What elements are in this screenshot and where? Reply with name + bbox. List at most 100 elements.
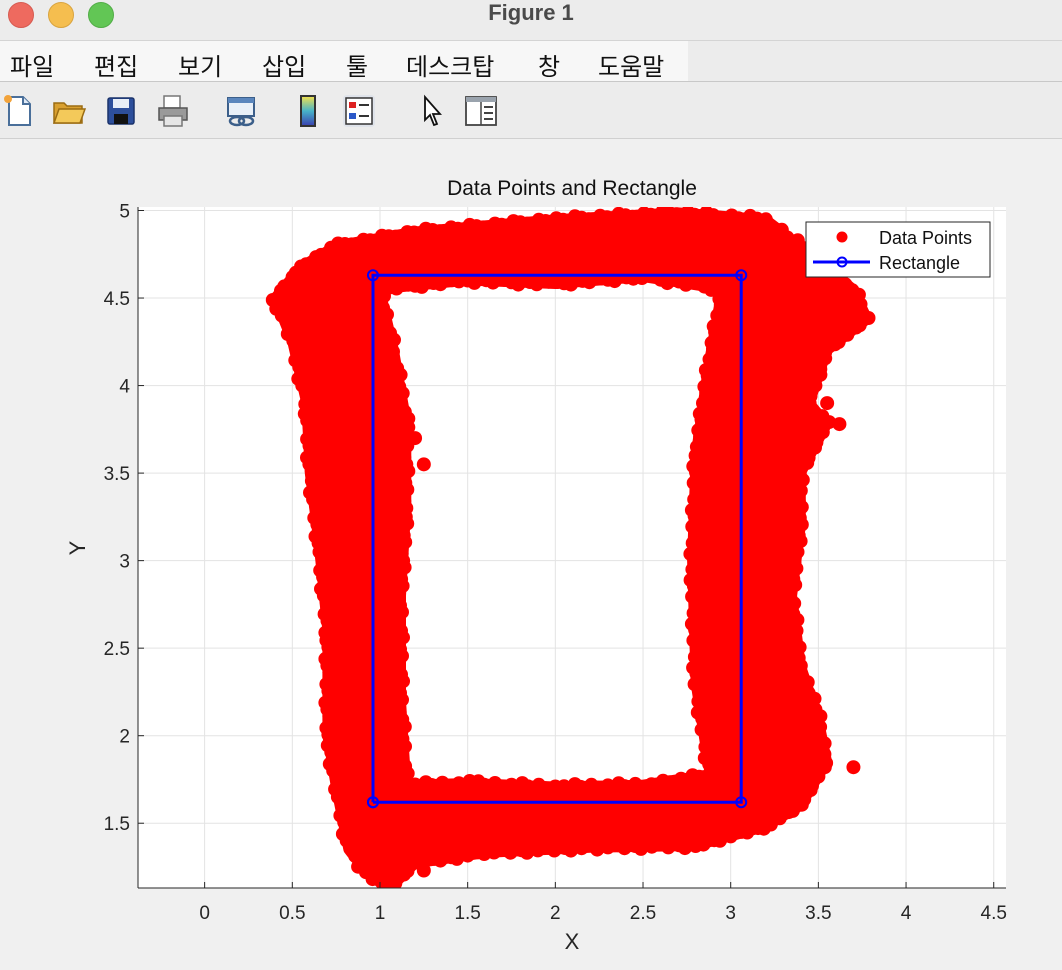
data-point [558,841,573,855]
data-point [394,546,409,561]
data-point [304,473,319,488]
data-point [751,821,765,836]
x-tick-labels: 0 0.5 1 1.5 2 2.5 3 3.5 4 4.5 [199,882,1007,924]
colorbar-icon[interactable] [292,94,326,128]
data-point [695,711,710,726]
data-point [689,465,703,480]
print-icon[interactable] [156,94,190,128]
menu-edit[interactable]: 편집 [94,54,139,81]
data-point [820,396,835,411]
chart-title: Data Points and Rectangle [447,177,697,200]
y-tick-label: 2 [119,727,130,748]
data-point [687,207,702,222]
window-title: Figure 1 [488,0,574,25]
x-tick-label: 1.5 [454,903,480,924]
legend[interactable]: Data Points Rectangle [805,221,991,278]
data-point [563,277,578,292]
property-inspector-icon[interactable] [464,94,498,128]
x-tick-label: 2.5 [630,903,656,924]
rectangle-vertex-marker [366,269,379,282]
data-point [723,829,738,844]
y-tick-label: 3.5 [104,464,130,485]
rectangle-vertex-marker [735,796,748,809]
menu-file[interactable]: 파일 [10,54,55,81]
link-plot-icon[interactable] [224,94,258,128]
data-point [643,207,658,222]
zoom-window-icon[interactable] [88,2,114,28]
menu-view[interactable]: 보기 [178,54,223,81]
data-point [706,341,720,356]
data-point [788,577,803,592]
data-point [703,766,718,781]
data-point [313,563,328,578]
data-point [335,827,350,841]
data-point [433,277,448,292]
x-tick-label: 1 [375,903,386,924]
data-point [574,841,589,856]
save-icon[interactable] [104,94,138,128]
data-point [685,562,700,577]
data-point [808,378,823,393]
data-point [584,777,599,792]
x-tick-label: 4.5 [981,903,1007,924]
data-point [320,738,335,753]
data-point [585,838,600,853]
menu-desktop[interactable]: 데스크탑 [406,54,495,81]
data-point [317,607,332,622]
data-point [708,325,723,339]
data-point [541,840,556,855]
data-point [303,485,317,500]
data-point [363,233,378,248]
figure-canvas: 0 0.5 1 1.5 2 2.5 3 3.5 4 4.5 1.5 2 2.5 3 3.5 4 4.5 5 Da… [0,139,1062,970]
data-point [687,492,702,507]
close-window-icon[interactable] [8,2,34,28]
data-point [600,840,615,855]
data-point [298,397,313,412]
data-point [393,685,407,700]
data-point [689,639,704,654]
data-point [699,728,713,743]
data-point [710,308,725,323]
data-point [394,398,409,413]
data-point [656,773,671,788]
y-tick-label: 2.5 [104,639,130,660]
data-point [698,739,713,754]
data-point [694,412,709,427]
y-tick-label: 5 [119,202,130,223]
data-point [467,275,482,290]
data-point [688,839,703,853]
data-point [815,425,830,440]
data-point [376,300,390,315]
data-point [392,705,407,719]
data-point [389,281,404,296]
data-point [795,472,810,487]
menu-tools[interactable]: 툴 [346,54,369,81]
x-tick-label: 0.5 [279,903,305,924]
data-point [395,751,410,766]
menu-bar-filler [688,41,1062,82]
data-point [300,450,314,465]
open-folder-icon[interactable] [52,94,86,128]
pointer-icon[interactable] [416,94,450,128]
rectangle-vertex-marker [735,269,748,282]
menu-insert[interactable]: 삽입 [262,54,307,81]
data-point [397,450,412,465]
data-point [388,876,403,888]
data-point [581,212,596,227]
menu-window[interactable]: 창 [538,54,561,81]
minimize-window-icon[interactable] [48,2,74,28]
new-figure-icon[interactable] [2,94,36,128]
menu-help[interactable]: 도움말 [598,54,665,81]
data-point [600,778,615,793]
data-point [674,771,689,786]
data-point [277,279,292,294]
legend-icon[interactable] [342,94,376,128]
data-point [699,385,714,400]
x-tick-label: 2 [550,903,561,924]
data-point [291,371,306,386]
legend-marker-data-points [836,231,848,243]
data-point [398,475,413,490]
data-point [476,220,491,235]
legend-box [805,221,991,278]
data-point [548,779,563,794]
